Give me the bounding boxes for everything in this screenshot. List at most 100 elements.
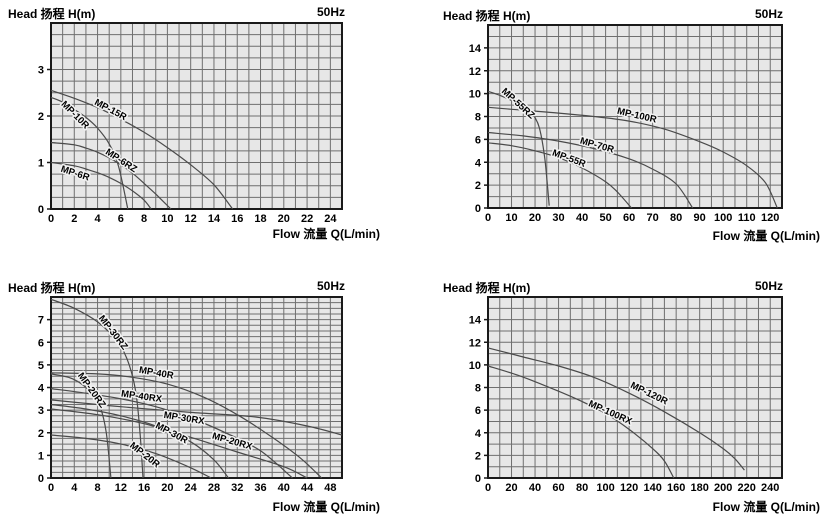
curve-MP-40RX <box>50 388 293 479</box>
x-tick-label: 12 <box>185 213 197 225</box>
x-tick-label: 10 <box>505 212 517 224</box>
y-tick-label: 5 <box>38 360 44 372</box>
x-axis-label: Flow 流量 Q(L/min) <box>272 227 380 241</box>
y-tick-label: 2 <box>475 180 481 192</box>
gridlines <box>51 23 342 209</box>
y-tick-label: 10 <box>469 360 481 372</box>
x-tick-label: 20 <box>161 482 173 494</box>
y-tick-label: 4 <box>38 383 45 395</box>
x-tick-label: 70 <box>647 212 659 224</box>
y-tick-label: 8 <box>475 383 481 395</box>
x-tick-label: 10 <box>161 213 173 225</box>
curve-MP-20RX <box>50 408 308 479</box>
y-tick-label: 4 <box>475 157 482 169</box>
curve-MP-10R <box>50 96 129 210</box>
x-tick-label: 60 <box>552 482 564 494</box>
x-tick-label: 40 <box>576 212 588 224</box>
x-tick-label: 30 <box>552 212 564 224</box>
x-tick-label: 20 <box>278 213 290 225</box>
y-tick-label: 8 <box>475 112 481 124</box>
y-tick-label: 12 <box>469 66 481 78</box>
x-tick-label: 2 <box>71 213 77 225</box>
x-tick-label: 60 <box>623 212 635 224</box>
curve-MP-55RZ <box>487 90 550 206</box>
curve-MP-6RZ <box>50 141 172 210</box>
curve-MP-30R <box>50 403 229 479</box>
y-tick-label: 14 <box>469 315 482 327</box>
x-tick-label: 180 <box>691 482 709 494</box>
x-tick-label: 8 <box>141 213 147 225</box>
y-tick-label: 1 <box>38 158 44 170</box>
x-tick-label: 22 <box>301 213 313 225</box>
x-tick-label: 40 <box>278 482 290 494</box>
x-tick-label: 200 <box>714 482 732 494</box>
curve-MP-15R <box>50 89 234 210</box>
x-tick-label: 28 <box>208 482 220 494</box>
x-tick-label: 100 <box>714 212 732 224</box>
y-tick-label: 2 <box>38 428 44 440</box>
x-tick-label: 100 <box>596 482 614 494</box>
frequency-badge: 50Hz <box>316 279 345 293</box>
x-tick-label: 20 <box>505 482 517 494</box>
curve-MP-30RZ <box>50 298 144 479</box>
y-tick-label: 7 <box>38 315 44 327</box>
x-tick-label: 110 <box>738 212 756 224</box>
curve-MP-6R <box>50 161 152 210</box>
x-tick-label: 0 <box>48 482 54 494</box>
x-tick-label: 160 <box>667 482 685 494</box>
curve-MP-30RX <box>50 399 343 436</box>
x-tick-label: 120 <box>761 212 779 224</box>
x-tick-label: 0 <box>485 212 491 224</box>
y-tick-label: 0 <box>475 473 481 485</box>
x-tick-label: 20 <box>529 212 541 224</box>
x-tick-label: 32 <box>231 482 243 494</box>
curve-MP-20RZ <box>50 373 112 479</box>
x-tick-label: 48 <box>324 482 336 494</box>
y-tick-label: 1 <box>38 450 44 462</box>
x-tick-label: 50 <box>599 212 611 224</box>
x-tick-label: 44 <box>301 482 314 494</box>
gridlines <box>51 297 342 478</box>
x-tick-label: 16 <box>138 482 150 494</box>
chart-title: Head 扬程 H(m) <box>443 281 531 295</box>
curve-MP-40R <box>50 372 323 479</box>
chart-mp-20-40: 0 1 2 3 4 5 6 7 0 4 8 12 16 20 24 28 32 36 40 44 48 MP-30RZ MP… <box>0 258 415 517</box>
y-tick-label: 4 <box>475 428 482 440</box>
x-axis-label: Flow 流量 Q(L/min) <box>712 229 820 243</box>
curve-MP-70R <box>487 131 694 209</box>
y-tick-label: 2 <box>475 450 481 462</box>
curve-MP-100R <box>487 106 778 209</box>
frequency-badge: 50Hz <box>754 7 783 21</box>
x-tick-label: 90 <box>694 212 706 224</box>
curve-MP-55R <box>487 142 632 209</box>
x-tick-label: 240 <box>761 482 779 494</box>
x-tick-label: 120 <box>620 482 638 494</box>
x-tick-label: 80 <box>670 212 682 224</box>
y-tick-label: 6 <box>475 405 481 417</box>
y-tick-label: 2 <box>38 111 44 123</box>
y-tick-label: 12 <box>469 337 481 349</box>
x-tick-label: 12 <box>115 482 127 494</box>
x-tick-label: 40 <box>529 482 541 494</box>
x-tick-label: 24 <box>324 213 337 225</box>
y-tick-label: 6 <box>475 134 481 146</box>
curve-MP-120R <box>487 347 745 471</box>
x-axis-label: Flow 流量 Q(L/min) <box>712 500 820 514</box>
chart-mp-55-100: 0 2 4 6 8 10 12 14 0 10 20 30 40 50 60 70 80 90 100 110 120 M… <box>415 0 830 258</box>
y-tick-label: 14 <box>469 43 482 55</box>
y-tick-label: 3 <box>38 65 44 77</box>
frequency-badge: 50Hz <box>754 279 783 293</box>
x-tick-label: 4 <box>71 482 78 494</box>
y-tick-label: 10 <box>469 89 481 101</box>
x-tick-label: 14 <box>208 213 221 225</box>
x-tick-label: 220 <box>738 482 756 494</box>
x-tick-label: 4 <box>94 213 101 225</box>
x-tick-label: 16 <box>231 213 243 225</box>
x-tick-label: 0 <box>48 213 54 225</box>
x-axis-label: Flow 流量 Q(L/min) <box>272 500 380 514</box>
x-tick-label: 8 <box>94 482 100 494</box>
